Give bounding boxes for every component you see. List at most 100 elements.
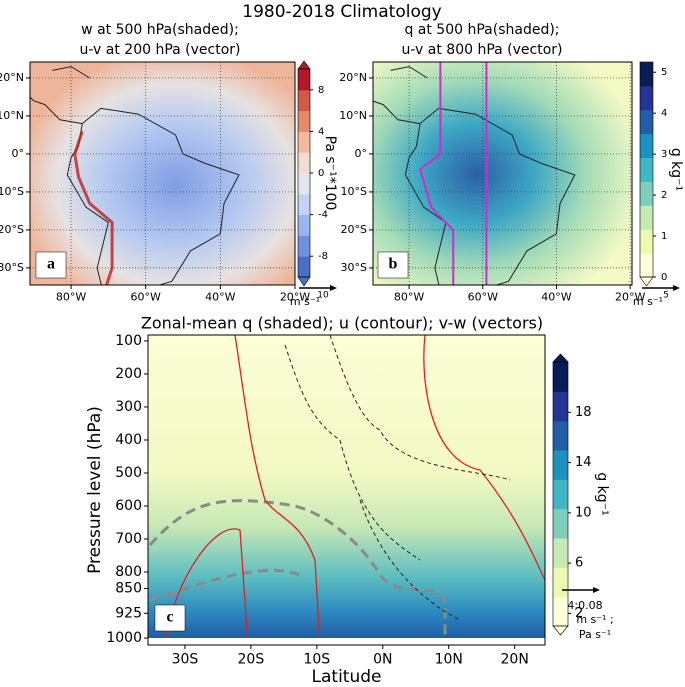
colorbar-label: g kg⁻¹ <box>668 148 684 191</box>
panel-letter-box <box>35 251 67 279</box>
y-tick-label: 0° <box>355 147 368 160</box>
panel-b-field <box>373 62 632 285</box>
colorbar-segment <box>640 62 653 87</box>
y-tick-label: 0° <box>12 147 25 160</box>
colorbar-extend <box>297 60 311 70</box>
x-tick-label: 20S <box>238 651 265 667</box>
colorbar-tick-label: 8 <box>318 85 324 96</box>
panel-letter: a <box>47 256 55 273</box>
colorbar-tick-label: 2 <box>661 190 667 201</box>
vector-key-label: 4;0.08 <box>567 599 602 612</box>
y-tick-label: 30°S <box>341 261 367 274</box>
y-tick-label: 20°S <box>341 223 367 236</box>
colorbar-segment <box>298 131 310 153</box>
y-tick-label: 1000 <box>106 630 142 646</box>
colorbar-segment <box>298 89 310 112</box>
colorbar-segment <box>553 596 568 627</box>
colorbar-extend <box>552 625 569 636</box>
colorbar-tick-label: 10 <box>575 505 592 520</box>
colorbar-segment <box>298 152 310 174</box>
panel-title: u-v at 200 hPa (vector) <box>79 42 240 58</box>
colorbar-tick-label: 2 <box>575 606 583 621</box>
colorbar-tick-label: 3 <box>661 149 667 160</box>
colorbar-segment <box>553 450 568 480</box>
colorbar-segment <box>298 193 310 216</box>
colorbar-segment <box>640 109 653 135</box>
y-tick-label: 100 <box>115 333 142 349</box>
panel-title: q at 500 hPa(shaded); <box>404 22 559 38</box>
x-tick-label: 10S <box>303 651 330 667</box>
panel-c-field <box>148 335 545 645</box>
y-tick-label: 925 <box>115 605 142 621</box>
colorbar-tick-label: 0 <box>661 272 667 283</box>
x-tick-label: 20°W <box>615 291 645 304</box>
colorbar-tick-label: 14 <box>575 455 592 470</box>
colorbar-segment <box>553 538 568 568</box>
plot-frame <box>372 61 633 286</box>
x-tick-label: 80°W <box>56 291 86 304</box>
plot-frame <box>147 334 546 646</box>
colorbar-tick-label: -8 <box>318 251 328 262</box>
x-tick-label: 80°W <box>394 291 424 304</box>
colorbar-tick-label: 4 <box>318 126 324 137</box>
y-tick-label: 20°S <box>0 223 24 236</box>
x-tick-label: 40°W <box>541 291 571 304</box>
colorbar-segment <box>298 69 310 91</box>
colorbar-segment <box>298 214 310 236</box>
colorbar-tick-label: 1 <box>661 231 667 242</box>
y-tick-label: 400 <box>115 432 142 448</box>
colorbar-extend <box>297 276 311 287</box>
panel-title: Zonal-mean q (shaded); u (contour); v-w … <box>141 314 543 333</box>
vector-key-unit: Pa s⁻¹ <box>579 628 611 641</box>
colorbar-tick-label: 6 <box>575 556 583 571</box>
plot-frame <box>29 61 296 286</box>
y-tick-label: 500 <box>115 465 142 481</box>
colorbar-segment <box>298 173 310 195</box>
colorbar-extend <box>552 353 569 363</box>
y-tick-label: 800 <box>115 564 142 580</box>
y-tick-label: 10°N <box>339 109 367 122</box>
vector-key-head <box>330 285 337 291</box>
x-tick-label: 0N <box>373 651 392 667</box>
x-axis-label: Latitude <box>312 667 382 687</box>
colorbar-frame <box>552 361 569 627</box>
y-tick-label: 700 <box>115 531 142 547</box>
colorbar-segment <box>553 420 568 451</box>
vector-key-unit: m s⁻¹ <box>290 295 320 308</box>
panel-letter-box <box>377 251 409 279</box>
panel-title: w at 500 hPa(shaded); <box>81 22 239 38</box>
panel-letter: c <box>166 609 173 626</box>
colorbar-tick-label: 18 <box>575 405 592 420</box>
y-tick-label: 30°S <box>0 261 24 274</box>
x-tick-label: 60°W <box>131 291 161 304</box>
y-tick-label: 600 <box>115 498 142 514</box>
y-tick-label: 300 <box>115 399 142 415</box>
x-tick-label: 20N <box>501 651 529 667</box>
colorbar-segment <box>553 391 568 422</box>
panel-letter-box <box>154 604 186 632</box>
vector-key-head <box>593 587 600 593</box>
y-tick-label: 20°N <box>339 71 367 84</box>
y-tick-label: 10°S <box>341 185 367 198</box>
colorbar-tick-label: 0 <box>318 168 324 179</box>
colorbar-segment <box>298 256 310 278</box>
colorbar-label: g kg⁻¹ <box>594 472 610 515</box>
y-tick-label: 20°N <box>0 71 24 84</box>
figure-title: 1980-2018 Climatology <box>242 2 441 22</box>
colorbar-segment <box>553 508 568 539</box>
y-tick-label: 10°N <box>0 109 24 122</box>
x-tick-label: 20°W <box>280 291 310 304</box>
colorbar-tick-label: 5 <box>661 67 667 78</box>
colorbar-label: Pa s⁻¹*100 <box>322 136 338 211</box>
colorbar-segment <box>640 157 653 182</box>
colorbar-segment <box>640 133 653 159</box>
colorbar-segment <box>640 205 653 230</box>
x-tick-label: 10N <box>435 651 463 667</box>
colorbar-segment <box>640 229 653 254</box>
colorbar-segment <box>553 567 568 598</box>
colorbar-segment <box>553 479 568 510</box>
colorbar-segment <box>298 235 310 257</box>
y-axis-label: Pressure level (hPa) <box>85 406 105 574</box>
x-tick-label: 60°W <box>468 291 498 304</box>
